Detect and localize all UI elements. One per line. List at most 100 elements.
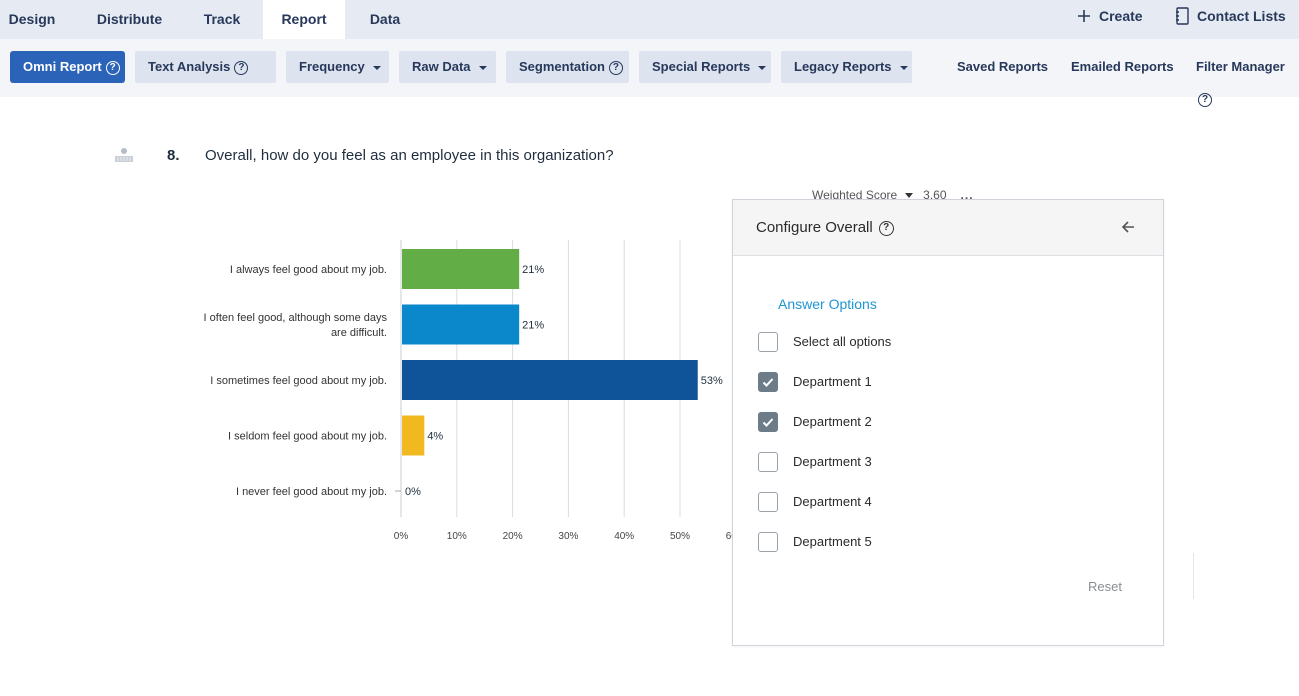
report-toolbar: Omni Report? Text Analysis? Frequency Ra…: [0, 39, 1299, 107]
checkbox[interactable]: [758, 532, 778, 552]
create-button[interactable]: Create: [1077, 0, 1143, 32]
bar-chart: 21% 21% 53% 4% 0% I always feel good about m…: [204, 240, 740, 542]
tab-distribute[interactable]: Distribute: [92, 0, 167, 39]
chart-tick-labels: 0%10%20%30%40%50%60%: [394, 531, 740, 542]
divider: [1193, 553, 1194, 599]
checkbox[interactable]: [758, 332, 778, 352]
data-label: 4%: [427, 431, 443, 443]
emailed-reports-label: Emailed Reports: [1071, 59, 1174, 74]
tab-data[interactable]: Data: [360, 0, 410, 39]
segmentation-label: Segmentation: [519, 59, 605, 74]
category-label: I often feel good, although some days are…: [204, 312, 388, 339]
panel-header: Configure Overall?: [733, 200, 1163, 256]
answer-option-label: Department 1: [793, 374, 872, 389]
bar[interactable]: [402, 249, 520, 289]
saved-reports-link[interactable]: Saved Reports: [957, 51, 1048, 83]
address-book-icon: [1176, 7, 1189, 25]
weighted-score-value: 3.60: [923, 188, 947, 202]
plus-icon: [1078, 10, 1090, 22]
tab-label: Design: [8, 11, 56, 27]
checkmark-icon: [762, 378, 774, 387]
special-reports-label: Special Reports: [652, 59, 751, 74]
answer-option-label: Select all options: [793, 334, 892, 349]
text-analysis-label: Text Analysis: [148, 59, 231, 74]
filter-manager-label: Filter Manager: [1196, 59, 1285, 74]
question-number: 8.: [167, 147, 180, 164]
back-arrow-icon[interactable]: [1119, 218, 1137, 236]
help-icon[interactable]: ?: [1198, 92, 1212, 107]
caret-down-icon[interactable]: [905, 193, 914, 199]
question-text: Overall, how do you feel as an employee …: [205, 147, 614, 164]
help-icon[interactable]: ?: [234, 60, 249, 75]
filter-manager-link[interactable]: Filter Manager?: [1196, 51, 1299, 107]
omni-report-label: Omni Report: [23, 59, 102, 74]
weighted-score-label: Weighted Score: [812, 188, 898, 202]
category-label: I always feel good about my job.: [230, 264, 387, 276]
caret-down-icon: [478, 65, 487, 70]
text-analysis-button[interactable]: Text Analysis?: [135, 51, 276, 83]
saved-reports-label: Saved Reports: [957, 59, 1049, 74]
data-label: 0%: [405, 486, 421, 498]
tab-label: Track: [203, 11, 241, 27]
tab-label: Distribute: [96, 11, 163, 27]
caret-down-icon: [372, 65, 381, 70]
create-label: Create: [1099, 8, 1143, 24]
frequency-dropdown[interactable]: Frequency: [286, 51, 389, 83]
bar[interactable]: [402, 304, 520, 345]
caret-down-icon: [899, 65, 908, 70]
answer-options-heading: Answer Options: [778, 296, 877, 312]
x-tick-label: 0%: [394, 531, 409, 542]
bar[interactable]: [402, 415, 425, 456]
x-tick-label: 40%: [614, 531, 634, 542]
panel-title-text: Configure Overall: [756, 219, 873, 236]
help-icon[interactable]: ?: [878, 220, 894, 236]
help-icon[interactable]: ?: [608, 60, 623, 75]
frequency-label: Frequency: [299, 59, 365, 74]
category-label: I sometimes feel good about my job.: [210, 375, 387, 387]
checkmark-icon: [762, 418, 774, 427]
configure-overall-panel: Configure Overall? Answer Options Select…: [732, 199, 1164, 646]
checkbox[interactable]: [758, 452, 778, 472]
panel-title: Configure Overall?: [756, 219, 894, 236]
category-label: I seldom feel good about my job.: [228, 431, 387, 443]
data-label: 21%: [522, 320, 544, 332]
answer-option-label: Department 5: [793, 534, 872, 549]
bar[interactable]: [402, 360, 698, 400]
tab-track[interactable]: Track: [196, 0, 248, 39]
contact-lists-button[interactable]: Contact Lists?: [1175, 0, 1299, 57]
raw-data-label: Raw Data: [412, 59, 471, 74]
answer-option-label: Department 4: [793, 494, 872, 509]
tab-design[interactable]: Design: [0, 0, 64, 39]
chart-bars: 21% 21% 53% 4% 0%: [395, 249, 723, 498]
raw-data-dropdown[interactable]: Raw Data: [399, 51, 496, 83]
segmentation-button[interactable]: Segmentation?: [506, 51, 629, 83]
answer-option-label: Department 2: [793, 414, 872, 429]
rating-question-icon: [115, 148, 133, 162]
x-tick-label: 10%: [447, 531, 467, 542]
checkbox-checked[interactable]: [758, 412, 778, 432]
chart-category-labels: I always feel good about my job. I often …: [204, 264, 388, 498]
legacy-reports-label: Legacy Reports: [794, 59, 892, 74]
category-label: I never feel good about my job.: [236, 486, 387, 498]
emailed-reports-link[interactable]: Emailed Reports: [1071, 51, 1174, 83]
x-tick-label: 50%: [670, 531, 690, 542]
data-label: 21%: [522, 264, 544, 276]
checkbox-checked[interactable]: [758, 372, 778, 392]
checkbox[interactable]: [758, 492, 778, 512]
contact-lists-label: Contact Lists: [1197, 8, 1286, 24]
reset-button[interactable]: Reset: [1088, 579, 1122, 594]
omni-report-button[interactable]: Omni Report?: [10, 51, 125, 83]
special-reports-dropdown[interactable]: Special Reports: [639, 51, 771, 83]
x-tick-label: 20%: [503, 531, 523, 542]
top-navigation: Design Distribute Track Report Data Crea…: [0, 0, 1299, 57]
tab-label: Report: [281, 11, 327, 27]
caret-down-icon: [758, 65, 767, 70]
x-tick-label: 30%: [558, 531, 578, 542]
weighted-score: Weighted Score 3.60...: [812, 188, 974, 202]
help-icon[interactable]: ?: [105, 60, 120, 75]
tab-report[interactable]: Report: [263, 0, 345, 40]
legacy-reports-dropdown[interactable]: Legacy Reports: [781, 51, 912, 83]
answer-option-label: Department 3: [793, 454, 872, 469]
more-options-icon[interactable]: ...: [960, 188, 974, 202]
tab-label: Data: [369, 11, 401, 27]
